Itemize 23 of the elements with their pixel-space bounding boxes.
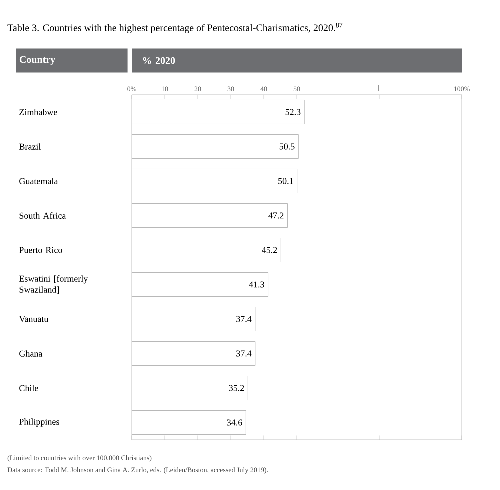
y-tick-label: Zimbabwe bbox=[20, 109, 58, 116]
y-tick-label: Philippines bbox=[19, 418, 60, 427]
data-label: 37.4 bbox=[236, 350, 252, 357]
data-label: 50.1 bbox=[278, 178, 294, 184]
data-label: 35.2 bbox=[229, 385, 244, 392]
x-axis-title: % 2020 bbox=[143, 57, 176, 64]
y-tick-label: Chile bbox=[20, 385, 38, 392]
data-label: 47.2 bbox=[268, 212, 284, 219]
y-tick-label: Brazil bbox=[19, 144, 42, 150]
y-tick-label: South Africa bbox=[20, 212, 66, 219]
chart-title: Table 3. Countries with the highest percentage of Pentecostal-Charismatics, 2020.$^{87}$ bbox=[8, 23, 343, 34]
y-tick-label: Eswatini [formerly Swaziland] bbox=[19, 275, 88, 294]
y-tick-label: Puerto Rico bbox=[19, 247, 62, 254]
data-label: 41.3 bbox=[249, 282, 264, 288]
y-tick-label: Vanuatu bbox=[19, 316, 49, 322]
data-label: 45.2 bbox=[262, 247, 278, 254]
y-tick-label: Guatemala bbox=[20, 178, 58, 184]
data-label: 52.3 bbox=[286, 109, 301, 116]
data-label: 34.6 bbox=[227, 420, 242, 426]
y-tick-label: Ghana bbox=[20, 350, 43, 357]
data-label: 37.4 bbox=[236, 316, 252, 322]
y-axis-title: Country bbox=[20, 56, 56, 66]
data-label: 50.5 bbox=[280, 144, 295, 150]
